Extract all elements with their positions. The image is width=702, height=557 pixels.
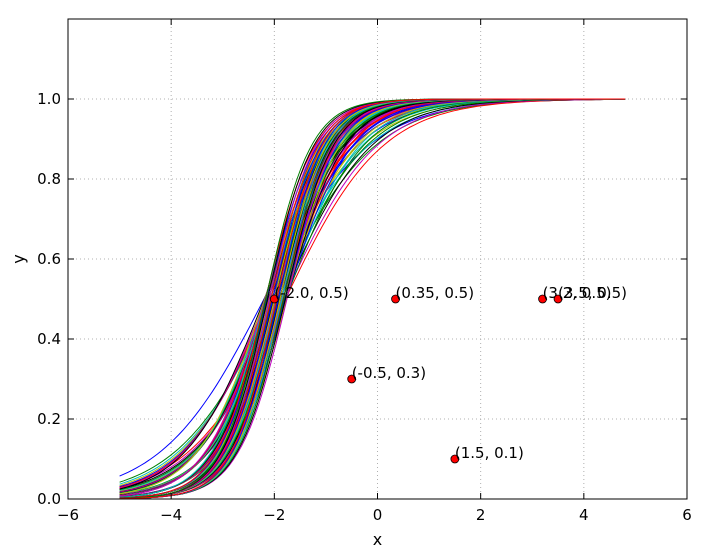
x-tick-label: 0 <box>373 506 383 524</box>
annotated-points: (-2.0, 0.5) (0.35, 0.5)(-0.5, 0.3)(3.2, 0… <box>269 284 627 464</box>
data-point <box>269 294 279 304</box>
x-tick-label: −2 <box>263 506 285 524</box>
x-tick-label: 2 <box>476 506 486 524</box>
axis-ticks: −6 −4 −2 0 2 4 6 0.0 0.2 0.4 0.6 0.8 1.0 <box>37 19 692 524</box>
sigmoid-curve <box>119 98 626 500</box>
y-tick-label: 0.0 <box>37 490 61 508</box>
point-label: (0.35, 0.5) <box>396 284 475 302</box>
y-tick-label: 1.0 <box>37 90 61 108</box>
data-point <box>391 294 400 304</box>
point-label: (-2.0, 0.5) <box>274 284 348 302</box>
point-label: (1.5, 0.1) <box>455 444 524 462</box>
y-tick-label: 0.8 <box>37 170 61 188</box>
data-point <box>347 374 357 384</box>
y-tick-label: 0.4 <box>37 330 61 348</box>
data-point <box>450 454 460 464</box>
y-tick-label: 0.2 <box>37 410 61 428</box>
x-axis-label: x <box>373 530 382 549</box>
y-axis-label: y <box>9 254 28 263</box>
y-tick-label: 0.6 <box>37 250 61 268</box>
x-tick-label: −6 <box>57 506 79 524</box>
point-label: (3.5, 0.5) <box>558 284 627 302</box>
curve-family <box>119 98 626 500</box>
data-point <box>538 294 547 304</box>
x-tick-label: −4 <box>160 506 182 524</box>
point-label: (-0.5, 0.3) <box>352 364 426 382</box>
data-point <box>553 294 563 304</box>
x-tick-label: 4 <box>579 506 589 524</box>
x-tick-label: 6 <box>682 506 692 524</box>
